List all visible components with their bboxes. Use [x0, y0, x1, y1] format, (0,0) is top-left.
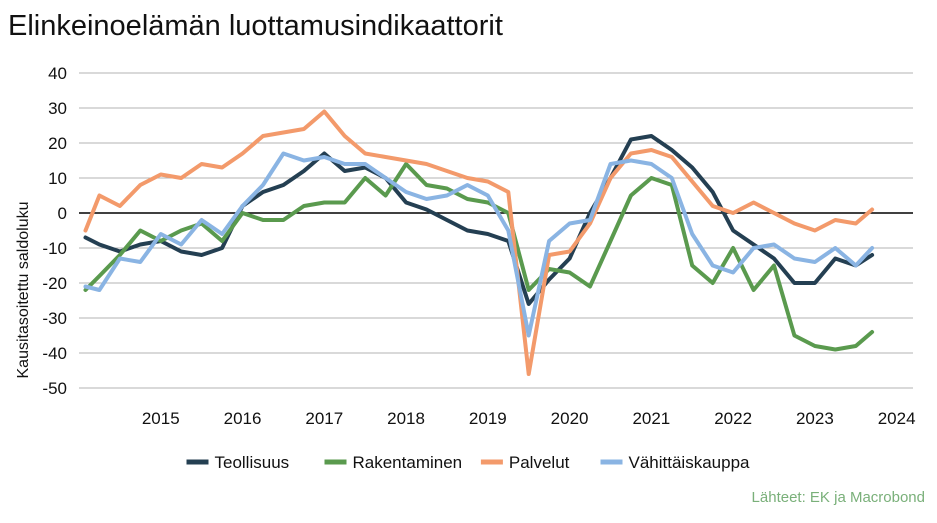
y-tick-label: -50: [42, 379, 67, 398]
series-line-rakentaminen: [83, 162, 875, 352]
legend-label: Vähittäiskauppa: [629, 453, 751, 472]
y-tick-label: 0: [58, 204, 67, 223]
x-axis-ticks: 2015 2016 2017 2018 2019 2020 2021 2022 2023 2024: [142, 409, 916, 428]
y-tick-label: -40: [42, 344, 67, 363]
gridlines: [79, 72, 913, 389]
series-line-vähittäiskauppa: [83, 151, 875, 338]
legend-label: Palvelut: [509, 453, 570, 472]
legend-label: Teollisuus: [215, 453, 290, 472]
x-tick-label: 2015: [142, 409, 180, 428]
y-tick-label: -20: [42, 274, 67, 293]
y-tick-label: -30: [42, 309, 67, 328]
legend: Teollisuus Rakentaminen Palvelut Vähittäisk…: [186, 453, 751, 472]
series-line-teollisuus: [83, 134, 875, 306]
x-tick-label: 2016: [224, 409, 262, 428]
chart-title: Elinkeinoelämän luottamusindikaattorit: [8, 10, 503, 42]
legend-label: Rakentaminen: [353, 453, 463, 472]
series-lines: [83, 109, 875, 376]
x-tick-label: 2022: [714, 409, 752, 428]
x-tick-label: 2021: [632, 409, 670, 428]
x-tick-label: 2024: [878, 409, 916, 428]
source-note: Lähteet: EK ja Macrobond: [751, 489, 925, 506]
x-tick-label: 2018: [387, 409, 425, 428]
y-tick-label: -10: [42, 239, 67, 258]
x-tick-label: 2019: [469, 409, 507, 428]
y-axis-ticks: -50 -40 -30 -20 -10 0 10 20 30 40: [42, 64, 67, 398]
x-tick-label: 2020: [551, 409, 589, 428]
y-axis-label: Kausitasoitettu saldoluku: [15, 202, 32, 379]
y-tick-label: 10: [48, 169, 67, 188]
x-tick-label: 2017: [305, 409, 343, 428]
series-line-palvelut: [83, 109, 875, 376]
y-tick-label: 20: [48, 134, 67, 153]
y-tick-label: 30: [48, 99, 67, 118]
x-tick-label: 2023: [796, 409, 834, 428]
y-tick-label: 40: [48, 64, 67, 83]
